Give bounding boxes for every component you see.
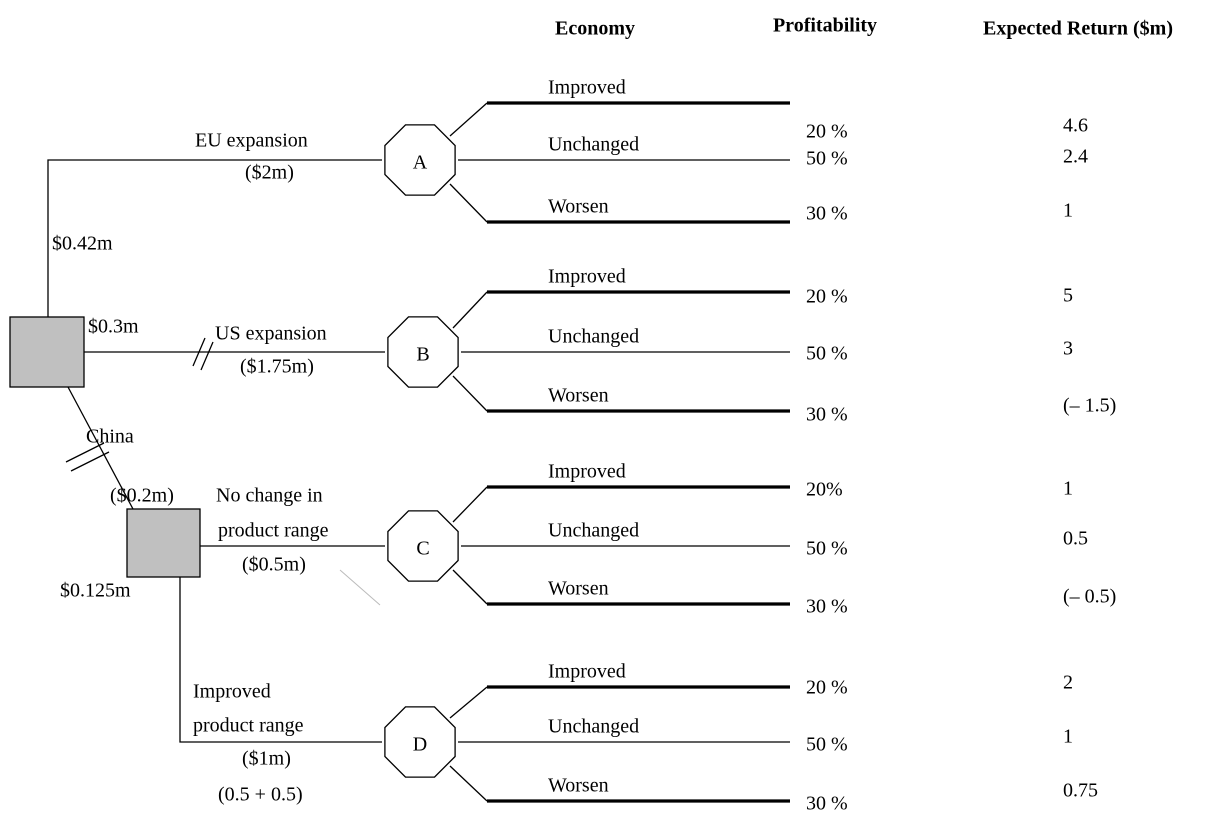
chance-node <box>387 510 459 582</box>
option-value: $0.42m <box>52 233 113 255</box>
outcome-label: Unchanged <box>548 134 639 156</box>
option-label: product range <box>218 520 329 542</box>
hash-mark <box>192 337 214 371</box>
outcome-label: Improved <box>548 661 626 683</box>
expected-return: 5 <box>1063 285 1073 307</box>
option-value: $0.125m <box>60 580 131 602</box>
outcome-line <box>449 183 488 223</box>
probability: 20 % <box>806 121 848 143</box>
expected-return: 3 <box>1063 338 1073 360</box>
expected-return: 2 <box>1063 672 1073 694</box>
probability: 50 % <box>806 148 848 170</box>
decision-node <box>126 508 201 578</box>
header: Expected Return ($m) <box>983 18 1173 40</box>
outcome-label: Unchanged <box>548 520 639 542</box>
hash-mark <box>65 442 110 472</box>
header: Profitability <box>773 15 877 37</box>
probability: 20 % <box>806 286 848 308</box>
expected-return: 2.4 <box>1063 146 1088 168</box>
probability: 30 % <box>806 203 848 225</box>
option-cost: ($0.2m) <box>110 485 174 507</box>
chance-node <box>384 124 456 196</box>
option-cost: ($2m) <box>245 162 294 184</box>
expected-return: 0.5 <box>1063 528 1088 550</box>
option-label: China <box>86 426 134 448</box>
decision-node <box>9 316 85 388</box>
outcome-line <box>449 102 488 137</box>
outcome-label: Unchanged <box>548 716 639 738</box>
branch-line <box>67 386 134 510</box>
outcome-label: Worsen <box>548 775 609 797</box>
expected-return: 1 <box>1063 478 1073 500</box>
option-note: (0.5 + 0.5) <box>218 784 303 806</box>
outcome-label: Worsen <box>548 578 609 600</box>
stray-line <box>339 569 381 606</box>
option-label: product range <box>193 715 304 737</box>
node-label: A <box>413 152 428 174</box>
node-label: D <box>413 734 427 756</box>
expected-return: 0.75 <box>1063 780 1098 802</box>
probability: 50 % <box>806 343 848 365</box>
probability: 20% <box>806 479 843 501</box>
chance-node <box>384 706 456 778</box>
chance-node <box>387 316 459 388</box>
outcome-line <box>452 375 488 412</box>
branch-line <box>179 577 382 743</box>
node-label: C <box>416 538 429 560</box>
probability: 30 % <box>806 793 848 815</box>
option-cost: ($0.5m) <box>242 554 306 576</box>
option-cost: ($1.75m) <box>240 356 314 378</box>
option-label: US expansion <box>215 323 327 345</box>
option-label: EU expansion <box>195 130 308 152</box>
expected-return: 1 <box>1063 200 1073 222</box>
node-label: B <box>416 344 429 366</box>
outcome-line <box>452 291 488 329</box>
outcome-line <box>449 765 488 802</box>
probability: 50 % <box>806 538 848 560</box>
option-label: Improved <box>193 681 271 703</box>
option-label: No change in <box>216 485 323 507</box>
probability: 20 % <box>806 677 848 699</box>
outcome-label: Worsen <box>548 196 609 218</box>
outcome-line <box>452 569 488 605</box>
outcome-line <box>452 486 488 523</box>
branch-line <box>47 159 382 317</box>
expected-return: 1 <box>1063 726 1073 748</box>
outcome-label: Unchanged <box>548 326 639 348</box>
probability: 30 % <box>806 404 848 426</box>
outcome-label: Improved <box>548 266 626 288</box>
probability: 50 % <box>806 734 848 756</box>
outcome-line <box>449 686 488 719</box>
header: Economy <box>555 18 635 40</box>
expected-return: 4.6 <box>1063 115 1088 137</box>
expected-return: (– 1.5) <box>1063 395 1116 417</box>
outcome-label: Worsen <box>548 385 609 407</box>
outcome-label: Improved <box>548 77 626 99</box>
option-cost: ($1m) <box>242 748 291 770</box>
probability: 30 % <box>806 596 848 618</box>
option-value: $0.3m <box>88 316 139 338</box>
expected-return: (– 0.5) <box>1063 586 1116 608</box>
outcome-label: Improved <box>548 461 626 483</box>
